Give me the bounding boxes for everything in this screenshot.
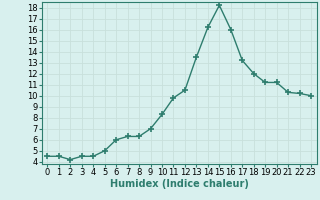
X-axis label: Humidex (Indice chaleur): Humidex (Indice chaleur)	[110, 179, 249, 189]
